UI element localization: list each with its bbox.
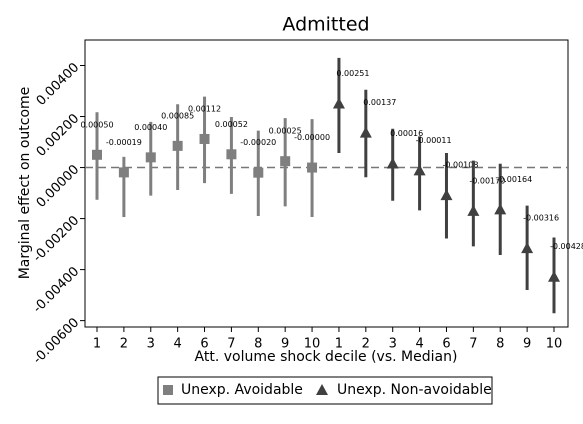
x-tick-label: 1 bbox=[93, 337, 101, 352]
point bbox=[332, 97, 345, 109]
legend-marker bbox=[316, 384, 328, 395]
point bbox=[118, 167, 129, 178]
value-label: 0.00050 bbox=[80, 120, 113, 129]
x-axis-label: Att. volume shock decile (vs. Median) bbox=[195, 349, 458, 365]
x-tick-label: 2 bbox=[120, 337, 128, 352]
x-tick-label: 4 bbox=[174, 337, 182, 352]
legend-marker bbox=[163, 385, 173, 395]
x-tick-label: 7 bbox=[227, 337, 235, 352]
value-label: 0.00052 bbox=[215, 120, 248, 129]
point bbox=[253, 167, 264, 178]
legend-label: Unexp. Non-avoidable bbox=[337, 382, 492, 398]
x-tick-label: 10 bbox=[304, 337, 321, 352]
value-label: -0.00020 bbox=[240, 138, 276, 147]
x-tick-label: 2 bbox=[362, 337, 370, 352]
x-tick-label: 9 bbox=[523, 337, 531, 352]
point bbox=[172, 140, 183, 151]
value-label: 0.00112 bbox=[188, 104, 221, 113]
value-label: -0.00011 bbox=[416, 136, 452, 145]
point bbox=[280, 156, 291, 167]
legend-box bbox=[157, 376, 493, 405]
x-tick-label: 3 bbox=[389, 337, 397, 352]
value-label: 0.00137 bbox=[363, 98, 396, 107]
x-tick-label: 7 bbox=[469, 337, 477, 352]
plot-frame bbox=[84, 39, 569, 328]
value-label: -0.00316 bbox=[523, 214, 559, 223]
point bbox=[386, 157, 399, 169]
point bbox=[548, 270, 560, 282]
value-label: -0.00428 bbox=[550, 242, 583, 251]
x-tick-label: 4 bbox=[415, 337, 423, 352]
x-tick-label: 9 bbox=[281, 337, 289, 352]
value-label: -0.00019 bbox=[106, 138, 142, 147]
point bbox=[440, 189, 453, 201]
x-tick-label: 6 bbox=[442, 337, 450, 352]
legend-label: Unexp. Avoidable bbox=[181, 382, 303, 398]
point bbox=[494, 203, 507, 215]
point bbox=[521, 242, 534, 254]
chart-title: Admitted bbox=[282, 14, 369, 36]
value-label: 0.00025 bbox=[269, 127, 302, 136]
value-label: -0.00108 bbox=[442, 161, 478, 170]
value-label: 0.00016 bbox=[390, 129, 423, 138]
point bbox=[467, 204, 480, 216]
point bbox=[226, 149, 237, 160]
value-label: -0.00164 bbox=[496, 175, 532, 184]
x-tick-label: 3 bbox=[147, 337, 155, 352]
point bbox=[359, 126, 372, 138]
point bbox=[413, 164, 426, 176]
x-tick-label: 6 bbox=[200, 337, 208, 352]
x-tick-label: 10 bbox=[546, 337, 563, 352]
x-tick-label: 8 bbox=[254, 337, 262, 352]
value-label: 0.00251 bbox=[336, 69, 369, 78]
point bbox=[307, 162, 318, 173]
point bbox=[92, 149, 102, 160]
x-tick-label: 8 bbox=[496, 337, 504, 352]
value-label: 0.00085 bbox=[161, 111, 194, 120]
value-label: -0.00000 bbox=[294, 133, 330, 142]
point bbox=[145, 152, 156, 163]
value-label: 0.00040 bbox=[134, 123, 167, 132]
y-axis-label: Marginal effect on outcome bbox=[17, 87, 33, 280]
value-label: -0.00170 bbox=[469, 176, 505, 185]
point bbox=[199, 133, 210, 144]
x-tick-label: 1 bbox=[335, 337, 343, 352]
